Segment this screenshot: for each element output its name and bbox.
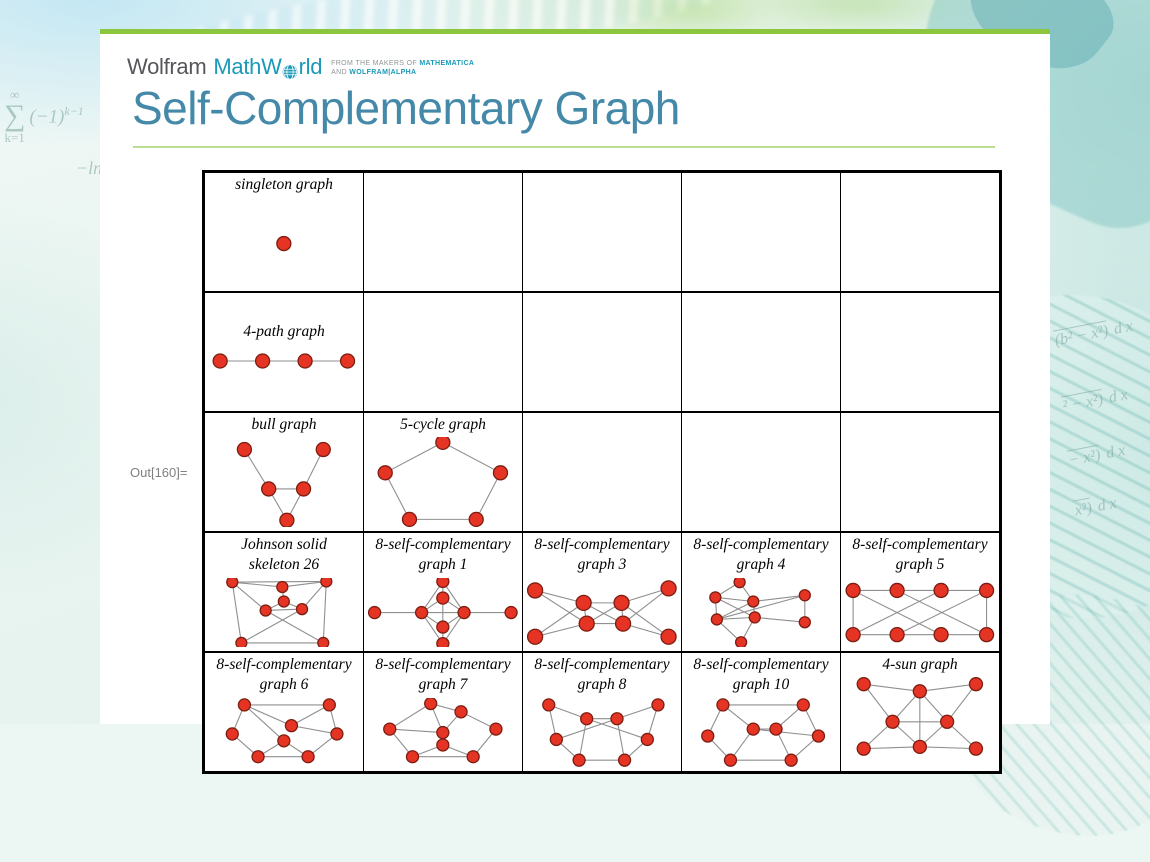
graph-caption: 8-self-complementary graph 1 bbox=[375, 536, 511, 574]
graph-cell: singleton graph bbox=[205, 173, 363, 291]
graph-drawing bbox=[527, 580, 677, 645]
empty-cell bbox=[840, 411, 1001, 533]
empty-cell bbox=[522, 291, 682, 413]
table-row: 4-path graph bbox=[203, 291, 1001, 413]
graph-drawing bbox=[856, 677, 984, 757]
graph-drawing bbox=[276, 236, 292, 252]
graph-cell: 8-self-complementary graph 3 bbox=[523, 533, 681, 651]
graph-drawing bbox=[701, 698, 826, 767]
empty-cell bbox=[840, 291, 1001, 413]
empty-cell bbox=[363, 170, 523, 293]
graph-caption: singleton graph bbox=[235, 176, 333, 193]
background-formula-ln: −ln bbox=[76, 158, 103, 178]
graph-drawing bbox=[236, 442, 332, 527]
graph-caption: 8-self-complementary graph 8 bbox=[534, 656, 670, 694]
empty-cell bbox=[681, 291, 841, 413]
graph-cell: 4-sun graph bbox=[841, 653, 999, 771]
graph-caption: 8-self-complementary graph 3 bbox=[534, 536, 670, 574]
logo-mathworld-text: MathW rld bbox=[213, 54, 323, 80]
globe-icon bbox=[282, 60, 298, 80]
top-accent-bar bbox=[100, 29, 1050, 34]
graph-cell: 8-self-complementary graph 1 bbox=[364, 533, 522, 651]
empty-cell bbox=[522, 170, 682, 293]
table-row: Johnson solid skeleton 26 8-self-complem… bbox=[203, 531, 1001, 653]
graph-cell: 8-self-complementary graph 4 bbox=[682, 533, 840, 651]
graph-caption: 4-path graph bbox=[243, 322, 325, 340]
graph-drawing bbox=[542, 698, 665, 767]
title-divider bbox=[133, 146, 995, 148]
graph-cell: bull graph bbox=[205, 413, 363, 531]
background-formula-sum: ∞ ∑ k=1 (−1)k−1 bbox=[4, 87, 84, 145]
graph-caption: 5-cycle graph bbox=[400, 416, 486, 433]
graph-cell: 5-cycle graph bbox=[364, 413, 522, 531]
page-title: Self-Complementary Graph bbox=[132, 82, 680, 134]
graph-drawing bbox=[368, 577, 518, 647]
table-row: bull graph 5-cycle graph bbox=[203, 411, 1001, 533]
graph-caption: 8-self-complementary graph 5 bbox=[852, 536, 988, 574]
graph-cell: 4-path graph bbox=[205, 293, 363, 411]
content-panel: Wolfram MathW rld from the makers of Math… bbox=[100, 29, 1050, 774]
graph-caption: Johnson solid skeleton 26 bbox=[241, 536, 327, 574]
empty-cell bbox=[681, 411, 841, 533]
empty-cell bbox=[363, 291, 523, 413]
graph-cell: 8-self-complementary graph 8 bbox=[523, 653, 681, 771]
graph-drawing bbox=[377, 437, 509, 527]
graph-output-grid: singleton graph 4-path graph bull graph bbox=[202, 170, 1002, 774]
table-row: singleton graph bbox=[203, 170, 1001, 293]
logo-tagline: from the makers of Mathematica and Wolfr… bbox=[331, 59, 475, 76]
graph-cell: 8-self-complementary graph 5 bbox=[841, 533, 999, 651]
graph-drawing bbox=[212, 353, 356, 369]
empty-cell bbox=[681, 170, 841, 293]
graph-drawing bbox=[845, 582, 995, 643]
graph-caption: 8-self-complementary graph 4 bbox=[693, 536, 829, 574]
mathworld-logo[interactable]: Wolfram MathW rld from the makers of Math… bbox=[127, 54, 474, 80]
graph-caption: 8-self-complementary graph 7 bbox=[375, 656, 511, 694]
out-label: Out[160]= bbox=[130, 465, 188, 480]
empty-cell bbox=[522, 411, 682, 533]
graph-drawing bbox=[709, 577, 812, 647]
graph-cell: 8-self-complementary graph 7 bbox=[364, 653, 522, 771]
graph-drawing bbox=[383, 697, 503, 764]
empty-cell bbox=[840, 170, 1001, 293]
graph-cell: 8-self-complementary graph 10 bbox=[682, 653, 840, 771]
graph-caption: bull graph bbox=[251, 416, 317, 433]
graph-caption: 4-sun graph bbox=[882, 656, 958, 673]
graph-cell: Johnson solid skeleton 26 bbox=[205, 533, 363, 651]
graph-drawing bbox=[226, 577, 333, 647]
logo-wolfram-text: Wolfram bbox=[127, 54, 207, 79]
graph-drawing bbox=[225, 698, 344, 764]
graph-caption: 8-self-complementary graph 10 bbox=[693, 656, 829, 694]
table-row: 8-self-complementary graph 6 8-self-comp… bbox=[203, 651, 1001, 774]
graph-cell: 8-self-complementary graph 6 bbox=[205, 653, 363, 771]
graph-caption: 8-self-complementary graph 6 bbox=[216, 656, 352, 694]
